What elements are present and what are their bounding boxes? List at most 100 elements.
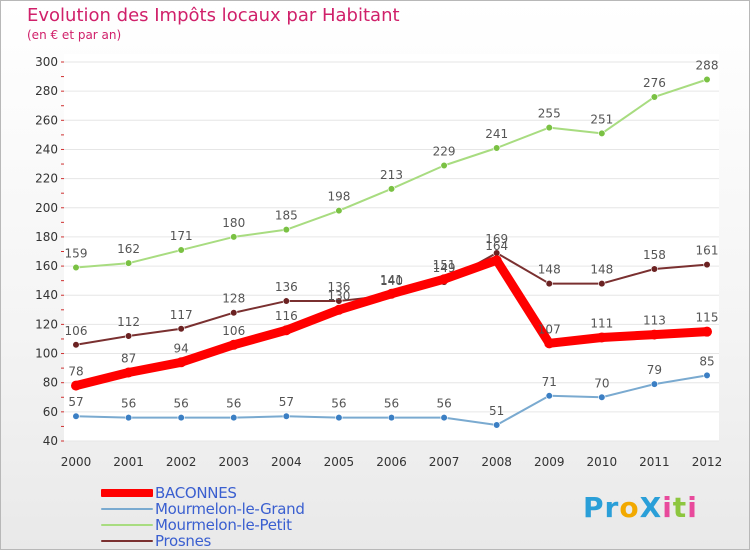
data-point	[545, 123, 553, 132]
data-label: 56	[174, 397, 189, 411]
data-label: 85	[699, 354, 714, 368]
legend-swatch	[101, 508, 153, 510]
data-label: 149	[433, 261, 456, 275]
data-label: 56	[121, 397, 136, 411]
plot-area	[64, 54, 719, 441]
legend-swatch	[101, 524, 153, 526]
legend-swatch	[101, 489, 153, 497]
legend-label: Mourmelon-le-Grand	[155, 500, 305, 518]
data-point	[333, 304, 344, 315]
data-label: 171	[170, 229, 193, 243]
data-point	[703, 261, 711, 269]
data-point	[123, 367, 134, 378]
data-point	[650, 265, 659, 273]
data-point	[440, 161, 448, 170]
data-label: 106	[222, 324, 245, 338]
data-point	[703, 75, 711, 84]
data-label: 107	[538, 322, 561, 336]
data-point	[71, 380, 81, 391]
data-point	[281, 325, 292, 336]
data-label: 56	[331, 397, 346, 411]
y-tick-label: 180	[35, 230, 58, 244]
data-label: 158	[643, 248, 666, 262]
data-label: 151	[433, 258, 456, 272]
y-tick-label: 40	[43, 434, 58, 448]
data-point	[598, 279, 606, 288]
y-tick-label: 260	[35, 113, 58, 127]
data-point	[72, 263, 80, 272]
data-point	[228, 339, 239, 350]
data-point	[650, 93, 659, 101]
data-point	[72, 412, 80, 420]
data-point	[335, 207, 343, 215]
data-point	[177, 246, 185, 254]
data-point	[493, 144, 501, 152]
data-label: 128	[222, 292, 245, 306]
data-label: 113	[643, 314, 666, 328]
chart-subtitle: (en € et par an)	[27, 28, 122, 42]
data-label: 251	[590, 112, 613, 126]
data-label: 116	[275, 309, 298, 323]
y-tick-label: 120	[35, 317, 58, 331]
data-point	[649, 329, 660, 340]
y-tick-label: 140	[35, 288, 58, 302]
x-tick-label: 2008	[481, 455, 512, 469]
data-label: 288	[696, 58, 719, 72]
data-point	[440, 414, 448, 422]
data-point	[598, 393, 606, 401]
data-label: 161	[696, 244, 719, 258]
data-label: 79	[647, 363, 662, 377]
logo-letter: i	[662, 491, 673, 524]
x-tick-label: 2009	[534, 455, 565, 469]
data-label: 87	[121, 351, 136, 365]
data-point	[124, 332, 133, 340]
proxiti-logo: ProXiti	[583, 491, 698, 524]
data-point	[596, 332, 607, 343]
y-tick-label: 240	[35, 142, 58, 156]
x-tick-label: 2001	[113, 455, 144, 469]
data-label: 70	[594, 376, 609, 390]
data-point	[282, 412, 290, 420]
data-label: 164	[485, 239, 508, 253]
data-label: 117	[170, 308, 193, 322]
data-label: 94	[174, 341, 189, 355]
data-point	[545, 279, 553, 288]
x-tick-label: 2010	[587, 455, 618, 469]
x-tick-label: 2012	[692, 455, 723, 469]
x-tick-label: 2011	[639, 455, 670, 469]
data-point	[335, 414, 343, 422]
data-point	[124, 414, 133, 422]
data-label: 130	[327, 289, 350, 303]
logo-letter: t	[672, 491, 688, 524]
data-label: 136	[327, 280, 350, 294]
data-label: 57	[279, 395, 294, 409]
data-point	[72, 341, 80, 349]
legend-label: Mourmelon-le-Petit	[155, 516, 292, 534]
y-tick-label: 220	[35, 172, 58, 186]
logo-letter: P	[583, 491, 605, 524]
data-point	[124, 259, 133, 267]
data-point	[177, 414, 185, 422]
data-point	[335, 297, 343, 305]
logo-letter: r	[604, 491, 620, 524]
data-point	[230, 233, 238, 241]
data-label: 111	[590, 317, 613, 331]
data-label: 56	[384, 397, 399, 411]
logo-letter: i	[687, 491, 698, 524]
data-point	[545, 392, 553, 400]
data-label: 136	[275, 280, 298, 294]
data-point	[387, 414, 396, 422]
data-point	[544, 338, 555, 349]
y-tick-label: 160	[35, 259, 58, 273]
logo-letter: X	[639, 491, 663, 524]
data-point	[230, 414, 238, 422]
data-point	[702, 326, 712, 337]
data-point	[387, 185, 396, 193]
data-label: 57	[68, 395, 83, 409]
data-label: 106	[65, 324, 88, 338]
logo-letter: o	[619, 491, 640, 524]
data-label: 140	[380, 274, 403, 288]
data-point	[282, 297, 290, 305]
data-label: 141	[380, 273, 403, 287]
